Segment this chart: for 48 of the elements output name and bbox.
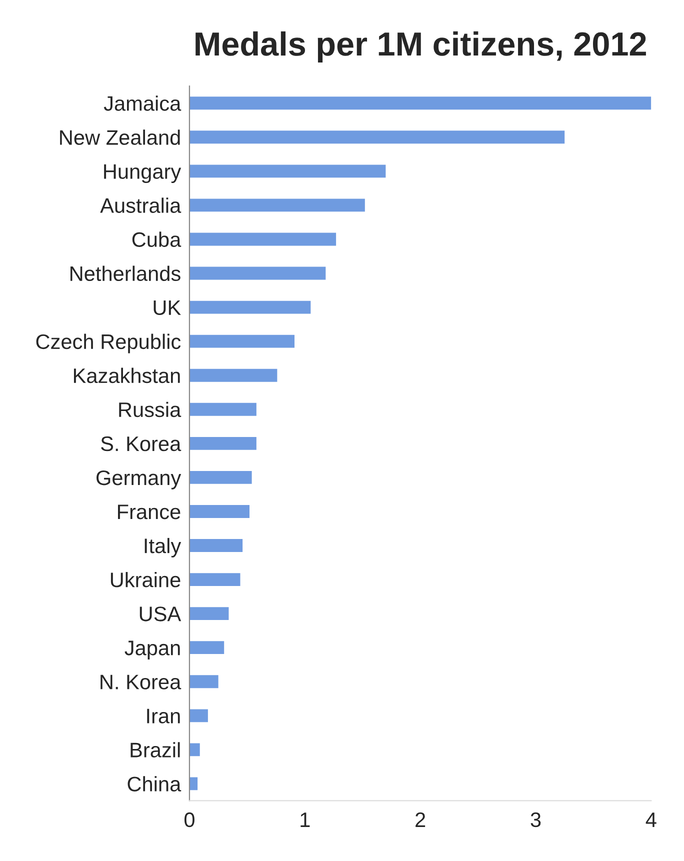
x-tick-label: 1 (300, 812, 310, 827)
y-tick-label: Cuba (132, 232, 182, 247)
bar (189, 266, 326, 280)
y-tick-label: France (118, 504, 180, 520)
bar (189, 470, 252, 484)
y-tick-label: Italy (144, 538, 182, 558)
y-tick-label: China (128, 776, 182, 792)
bar (189, 641, 224, 654)
bar (189, 743, 200, 756)
x-tick-label: 0 (184, 812, 194, 828)
x-tick-label: 3 (530, 812, 541, 828)
y-tick-label: Germany (96, 470, 182, 490)
y-tick-label: S. Korea (101, 436, 182, 452)
bar (189, 709, 208, 722)
chart-title: Medals per 1M citizens, 2012 (196, 31, 646, 62)
y-tick-label: Australia (100, 198, 182, 213)
bar (189, 164, 386, 178)
bar (189, 436, 256, 450)
bar (189, 675, 218, 688)
y-tick-label: UK (154, 300, 181, 316)
y-tick-label: Brazil (130, 742, 180, 758)
y-tick-label: Iran (147, 708, 180, 724)
y-tick-label: N. Korea (100, 674, 182, 690)
y-tick-label: USA (140, 606, 182, 622)
bar (189, 607, 229, 620)
bar (189, 573, 240, 586)
bar (189, 402, 256, 416)
y-tick-label: Ukraine (110, 572, 180, 588)
bar (189, 96, 652, 110)
bar (189, 232, 336, 246)
x-tick-label: 4 (646, 812, 656, 827)
y-tick-label: Netherlands (70, 266, 180, 282)
y-tick-label: Czech Republic (36, 334, 181, 354)
bar (189, 334, 295, 348)
y-tick-label: Jamaica (104, 96, 182, 111)
y-tick-label: New Zealand (60, 130, 180, 145)
bar (189, 198, 365, 212)
y-tick-label: Hungary (104, 164, 182, 184)
bar (189, 777, 198, 790)
x-tick-label: 2 (416, 812, 426, 827)
bar (189, 539, 243, 552)
y-tick-label: Kazakhstan (74, 368, 180, 384)
bar (189, 300, 311, 314)
y-tick-label: Russia (119, 402, 182, 418)
y-tick-label: Japan (124, 640, 180, 660)
bar (189, 505, 250, 518)
bar (189, 130, 565, 144)
bar (189, 368, 278, 382)
